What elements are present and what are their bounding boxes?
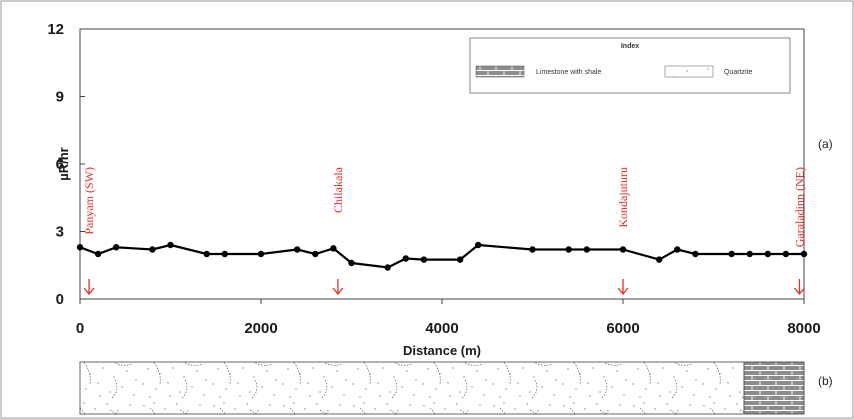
- data-point: [782, 250, 790, 258]
- legend-quartzite-swatch: [664, 65, 714, 78]
- data-point: [94, 250, 102, 258]
- data-point: [800, 250, 808, 258]
- site-arrow: [793, 279, 805, 296]
- site-arrow: [617, 279, 629, 296]
- data-series: [76, 241, 808, 271]
- x-tick-label: 6000: [606, 320, 639, 337]
- data-point: [312, 250, 319, 258]
- x-axis-ticks: 0 2000 4000 6000 8000: [76, 299, 821, 337]
- x-axis-label: Distance (m): [403, 343, 481, 358]
- legend-box: [469, 37, 791, 94]
- lithology-quartzite-band: [79, 361, 745, 415]
- site-arrow: [83, 279, 95, 296]
- data-point: [746, 250, 753, 258]
- data-point: [294, 246, 301, 253]
- x-tick-label: 2000: [244, 320, 277, 337]
- data-point: [674, 246, 681, 253]
- data-point: [728, 250, 735, 258]
- legend-limestone-swatch: [475, 65, 525, 78]
- data-point: [475, 241, 482, 249]
- x-tick-label: 8000: [787, 320, 820, 337]
- data-point: [330, 245, 337, 252]
- data-point: [565, 246, 572, 253]
- legend-limestone-label: Limestone with shale: [536, 69, 601, 76]
- y-tick-label: 9: [56, 89, 64, 106]
- site-label: Kondajuturu: [616, 167, 630, 228]
- y-tick-label: 0: [56, 291, 64, 308]
- y-tick-label: 3: [56, 224, 64, 241]
- lithology-limestone-band: [743, 361, 805, 415]
- data-point: [619, 246, 627, 253]
- data-point: [348, 259, 355, 267]
- legend: Index Limestone with shale Quartzite: [469, 37, 791, 94]
- y-tick-label: 6: [56, 156, 64, 173]
- site-arrow: [332, 279, 344, 296]
- site-label: Panyam (SW): [82, 167, 96, 235]
- site-label: Garaladinn (NE): [792, 167, 806, 247]
- data-point: [402, 255, 409, 262]
- legend-quartzite-label: Quartzite: [724, 69, 753, 76]
- data-point: [203, 250, 210, 258]
- panel-label-a: (a): [818, 137, 833, 151]
- y-axis-ticks: 0 3 6 9 12: [47, 21, 85, 308]
- data-point: [149, 246, 156, 253]
- data-point: [529, 246, 536, 253]
- data-point: [656, 256, 663, 263]
- data-point: [764, 250, 771, 258]
- panel-label-b: (b): [818, 374, 833, 388]
- data-point: [167, 241, 174, 249]
- site-annotations: Panyam (SW) Chilakala Kondajuturu Garaladin…: [82, 166, 806, 296]
- legend-title: Index: [621, 43, 639, 50]
- data-point: [384, 264, 391, 271]
- data-point: [420, 256, 428, 263]
- y-axis-label: µR/hr: [56, 147, 71, 181]
- data-point: [583, 246, 590, 253]
- data-point: [257, 250, 265, 258]
- y-tick-label: 12: [47, 21, 64, 38]
- x-tick-label: 0: [76, 320, 84, 337]
- data-point: [113, 244, 120, 251]
- x-tick-label: 4000: [425, 320, 458, 337]
- data-point: [221, 250, 228, 258]
- site-label: Chilakala: [331, 166, 345, 213]
- data-point: [76, 244, 84, 251]
- data-point: [692, 250, 699, 258]
- data-point: [456, 256, 464, 263]
